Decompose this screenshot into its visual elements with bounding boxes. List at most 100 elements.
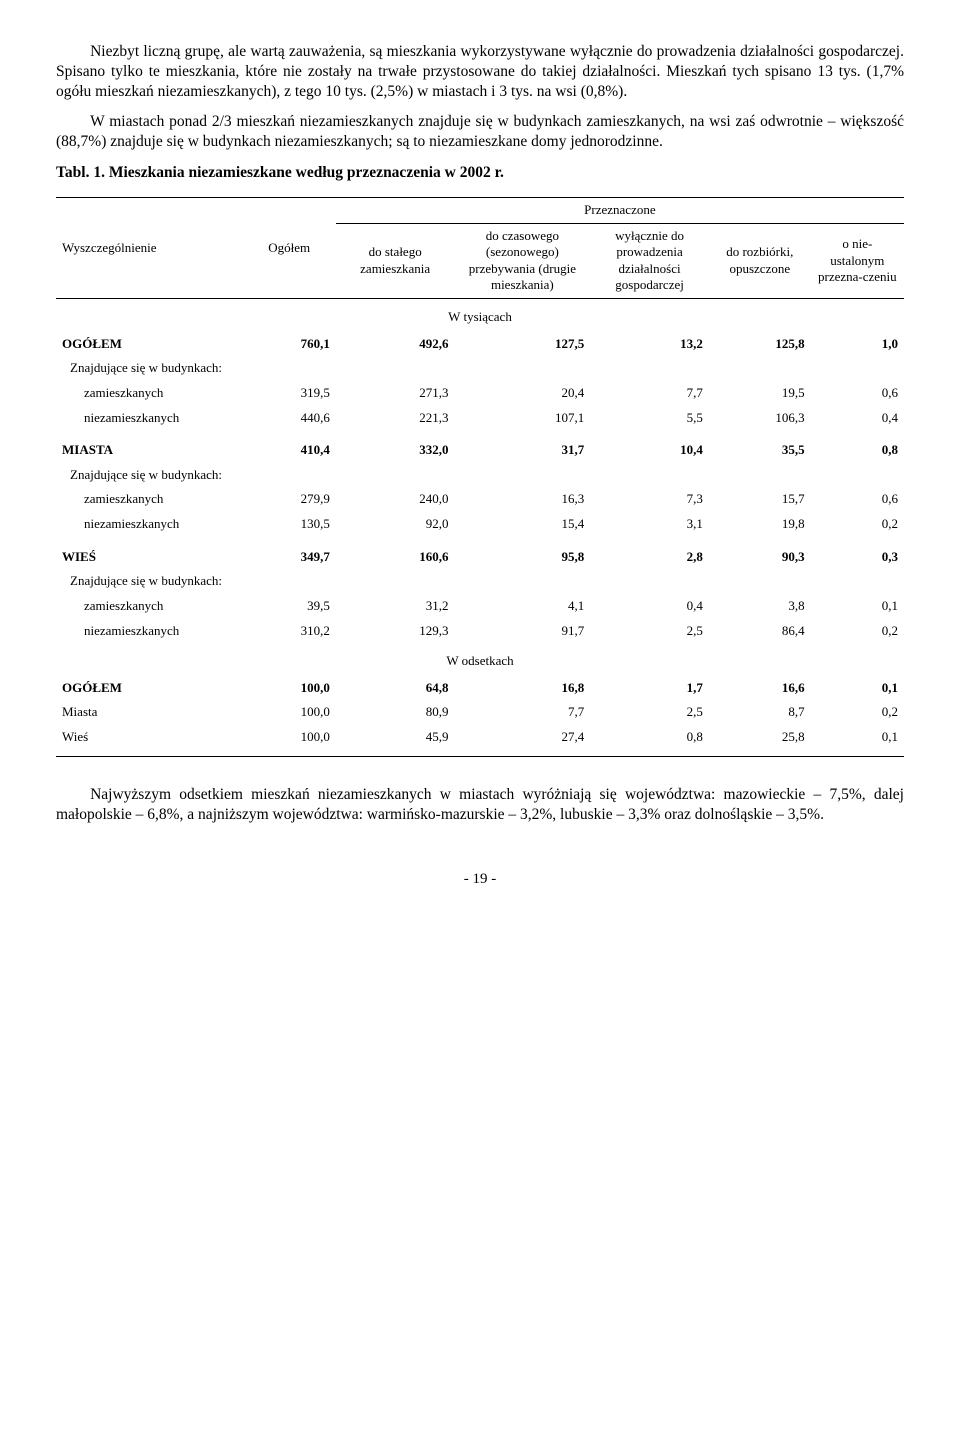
cell-value: 19,8 [709,512,811,537]
cell-value: 440,6 [243,406,336,431]
row-label: zamieszkanych [56,381,243,406]
row-label: Miasta [56,700,243,725]
cell-value: 13,2 [590,332,709,357]
row-label: zamieszkanych [56,487,243,512]
cell-value: 25,8 [709,725,811,756]
cell-value: 2,8 [590,537,709,570]
cell-value [709,463,811,488]
cell-value: 64,8 [336,676,455,701]
cell-value: 160,6 [336,537,455,570]
row-label: WIEŚ [56,537,243,570]
closing-paragraph: Najwyższym odsetkiem mieszkań niezamiesz… [56,785,904,825]
col-header-rozb: do rozbiórki, opuszczone [709,223,811,299]
cell-value: 0,4 [811,406,904,431]
row-label: niezamieszkanych [56,619,243,644]
cell-value: 95,8 [455,537,591,570]
cell-value: 0,8 [811,430,904,463]
cell-value: 5,5 [590,406,709,431]
cell-value [811,569,904,594]
cell-value: 0,6 [811,487,904,512]
section-label: W tysiącach [56,299,904,332]
cell-value: 7,7 [590,381,709,406]
cell-value: 31,2 [336,594,455,619]
cell-value: 90,3 [709,537,811,570]
cell-value: 92,0 [336,512,455,537]
cell-value: 125,8 [709,332,811,357]
cell-value: 310,2 [243,619,336,644]
cell-value [243,463,336,488]
cell-value: 86,4 [709,619,811,644]
cell-value [811,463,904,488]
cell-value: 15,7 [709,487,811,512]
row-label: OGÓŁEM [56,332,243,357]
cell-value [243,356,336,381]
cell-value: 221,3 [336,406,455,431]
cell-value: 0,1 [811,676,904,701]
row-label: MIASTA [56,430,243,463]
cell-value: 31,7 [455,430,591,463]
cell-value: 91,7 [455,619,591,644]
section-label: W odsetkach [56,643,904,676]
cell-value: 15,4 [455,512,591,537]
row-label: Wieś [56,725,243,756]
cell-value: 279,9 [243,487,336,512]
cell-value [590,569,709,594]
cell-value: 319,5 [243,381,336,406]
cell-value: 0,2 [811,700,904,725]
cell-value: 0,4 [590,594,709,619]
cell-value: 7,3 [590,487,709,512]
cell-value: 3,1 [590,512,709,537]
cell-value [243,569,336,594]
cell-value: 106,3 [709,406,811,431]
col-header-ogolem: Ogółem [243,197,336,298]
cell-value: 0,2 [811,512,904,537]
cell-value [811,356,904,381]
cell-value: 492,6 [336,332,455,357]
cell-value [709,356,811,381]
cell-value: 100,0 [243,725,336,756]
row-label: zamieszkanych [56,594,243,619]
data-table: Wyszczególnienie Ogółem Przeznaczone do … [56,197,904,757]
cell-value [336,463,455,488]
cell-value: 100,0 [243,676,336,701]
row-label: OGÓŁEM [56,676,243,701]
cell-value: 0,8 [590,725,709,756]
col-header-czas: do czasowego (sezonowego) przebywania (d… [455,223,591,299]
row-label: Znajdujące się w budynkach: [56,463,243,488]
intro-paragraph-2: W miastach ponad 2/3 mieszkań niezamiesz… [56,112,904,152]
row-label: niezamieszkanych [56,406,243,431]
cell-value: 39,5 [243,594,336,619]
cell-value: 129,3 [336,619,455,644]
table-title: Tabl. 1. Mieszkania niezamieszkane wedłu… [56,163,904,183]
cell-value: 0,1 [811,725,904,756]
cell-value: 19,5 [709,381,811,406]
col-header-wysz: Wyszczególnienie [56,197,243,298]
cell-value [709,569,811,594]
cell-value [336,356,455,381]
cell-value: 8,7 [709,700,811,725]
cell-value [590,463,709,488]
cell-value [336,569,455,594]
cell-value: 2,5 [590,700,709,725]
cell-value: 16,6 [709,676,811,701]
cell-value: 2,5 [590,619,709,644]
cell-value: 100,0 [243,700,336,725]
cell-value: 0,2 [811,619,904,644]
cell-value: 35,5 [709,430,811,463]
cell-value: 4,1 [455,594,591,619]
cell-value: 20,4 [455,381,591,406]
page-number: - 19 - [56,870,904,889]
row-label: niezamieszkanych [56,512,243,537]
cell-value [455,569,591,594]
col-header-nie: o nie-ustalonym przezna-czeniu [811,223,904,299]
cell-value: 240,0 [336,487,455,512]
cell-value: 16,3 [455,487,591,512]
cell-value: 1,0 [811,332,904,357]
cell-value: 127,5 [455,332,591,357]
col-header-stale: do stałego zamieszkania [336,223,455,299]
cell-value: 332,0 [336,430,455,463]
cell-value: 0,6 [811,381,904,406]
cell-value: 1,7 [590,676,709,701]
row-label: Znajdujące się w budynkach: [56,569,243,594]
cell-value: 760,1 [243,332,336,357]
